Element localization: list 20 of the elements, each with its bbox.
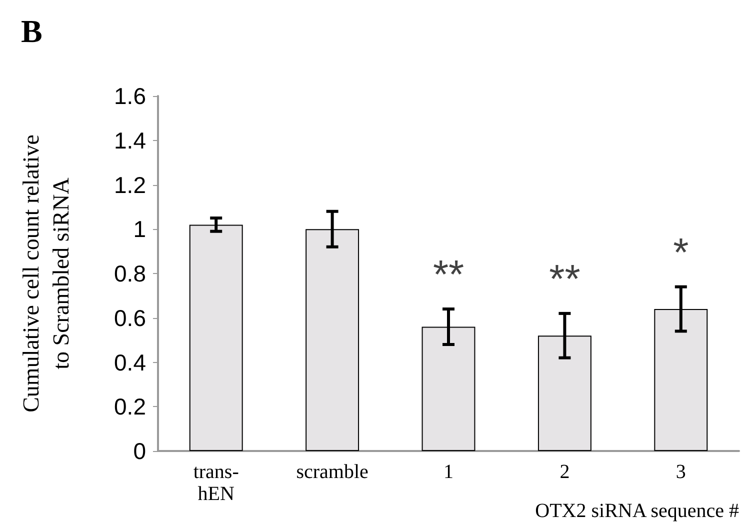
- x-tick-label: scramble: [296, 461, 369, 483]
- annotation: **: [432, 253, 464, 297]
- x-axis-title: OTX2 siRNA sequence #: [535, 500, 739, 522]
- annotation: *: [673, 230, 689, 275]
- y-tick-label: 0.8: [114, 260, 146, 286]
- y-axis-title: Cumulative cell count relative to Scrambled siRNA: [18, 134, 74, 412]
- x-tick-label: 1: [444, 461, 454, 483]
- y-tick-label: 0: [133, 438, 146, 464]
- y-tick-label: 0.2: [114, 394, 146, 420]
- x-tick-label: 3: [676, 461, 686, 483]
- y-tick-label: 1.2: [114, 172, 146, 198]
- annotation: **: [549, 257, 580, 302]
- chart-title: B: [21, 13, 42, 49]
- y-tick-label: 0.6: [114, 304, 146, 331]
- x-tick-label: trans- hEN: [193, 461, 239, 505]
- y-tick-label: 1: [133, 216, 146, 242]
- x-tick-label: 2: [560, 461, 570, 483]
- y-tick-label: 1.4: [114, 127, 146, 154]
- y-tick-label: 1.6: [114, 83, 146, 109]
- y-tick-label: 0.4: [114, 349, 146, 376]
